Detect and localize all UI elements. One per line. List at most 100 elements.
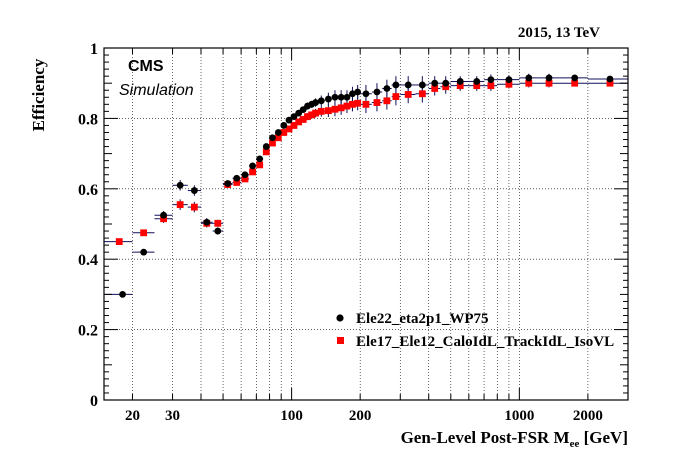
data-point-square — [324, 107, 332, 115]
data-point-square — [456, 82, 464, 90]
data-point-circle — [404, 81, 412, 89]
data-point-circle — [545, 74, 553, 82]
data-point-square — [362, 100, 370, 108]
data-point-circle — [362, 90, 370, 98]
data-point-square — [343, 102, 351, 110]
data-point-circle — [487, 76, 495, 84]
data-point-square — [317, 107, 325, 115]
data-point-square — [214, 219, 222, 227]
data-point-square — [308, 111, 316, 119]
x-tick-label: 1000 — [504, 408, 534, 424]
data-point-square — [233, 179, 241, 186]
grid-lines — [104, 48, 629, 400]
data-point-square — [337, 104, 345, 112]
data-point-circle — [354, 88, 362, 96]
data-point-square — [256, 161, 264, 169]
x-axis-label: Gen-Level Post-FSR Mee [GeV] — [401, 428, 628, 450]
y-axis-label: Efficiency — [29, 58, 48, 131]
data-point-square — [299, 116, 307, 123]
data-point-circle — [337, 93, 345, 101]
legend-marker-ele17 — [337, 337, 344, 344]
data-point-square — [269, 139, 276, 147]
data-point-circle — [119, 291, 126, 298]
y-tick-label: 0.8 — [78, 111, 98, 128]
data-point-square — [249, 168, 257, 176]
data-point-square — [262, 148, 270, 156]
data-markers — [115, 74, 614, 298]
data-point-square — [140, 229, 148, 237]
data-point-square — [373, 99, 381, 106]
data-point-circle — [274, 129, 282, 136]
data-point-square — [505, 80, 513, 88]
x-axis-label-main: Gen-Level Post-FSR M — [401, 428, 570, 447]
data-point-circle — [256, 155, 264, 163]
data-point-square — [431, 85, 439, 92]
data-point-square — [418, 90, 426, 98]
axis-ticks — [104, 47, 629, 401]
data-point-square — [349, 100, 356, 108]
data-point-square — [290, 122, 298, 129]
data-point-circle — [392, 81, 400, 89]
data-point-square — [274, 134, 282, 142]
data-point-circle — [349, 90, 356, 98]
x-axis-label-unit: [GeV] — [579, 428, 628, 447]
data-point-circle — [418, 81, 426, 89]
data-point-circle — [249, 162, 257, 170]
x-tick-label: 30 — [165, 408, 180, 424]
data-point-circle — [269, 134, 276, 142]
header-right-label: 2015, 13 TeV — [518, 25, 600, 41]
axis-tick-labels: 20 30 100 200 1000 2000 0 0.2 0.4 0.6 0.8 1 — [78, 41, 603, 424]
cms-label: CMS — [128, 58, 164, 75]
data-point-square — [312, 109, 319, 117]
data-point-circle — [176, 181, 184, 189]
data-point-circle — [331, 93, 339, 101]
data-point-circle — [233, 174, 241, 182]
data-point-circle — [290, 113, 298, 121]
data-point-square — [545, 79, 553, 87]
data-point-circle — [525, 74, 533, 82]
data-point-circle — [214, 227, 222, 235]
data-point-circle — [343, 93, 351, 101]
data-point-square — [487, 82, 495, 90]
data-point-circle — [442, 79, 450, 87]
data-point-square — [176, 201, 184, 209]
data-point-circle — [190, 187, 198, 194]
data-point-circle — [431, 79, 439, 87]
data-point-circle — [160, 211, 167, 219]
x-axis-label-subscript: ee — [570, 438, 580, 450]
y-tick-label: 0 — [90, 393, 98, 410]
y-tick-label: 0.6 — [78, 182, 98, 199]
x-tick-label: 200 — [349, 408, 372, 424]
x-tick-label: 2000 — [573, 408, 603, 424]
data-point-circle — [473, 78, 481, 85]
data-point-circle — [262, 143, 270, 150]
data-point-circle — [505, 76, 513, 84]
data-point-circle — [324, 95, 332, 103]
data-point-circle — [606, 75, 614, 83]
data-point-circle — [456, 78, 464, 85]
y-tick-label: 0.2 — [78, 323, 98, 340]
data-point-circle — [383, 85, 391, 92]
data-point-square — [304, 113, 311, 121]
simulation-label: Simulation — [119, 82, 194, 99]
data-point-circle — [241, 171, 249, 179]
data-point-square — [295, 118, 303, 126]
data-point-square — [525, 79, 533, 87]
data-point-square — [241, 175, 249, 183]
legend-marker-ele22 — [336, 314, 344, 322]
data-point-square — [442, 83, 450, 91]
data-point-square — [354, 99, 362, 107]
data-point-square — [571, 79, 579, 87]
legend: Ele22_eta2p1_WP75 Ele17_Ele12_CaloIdL_Tr… — [336, 311, 614, 350]
data-point-square — [160, 215, 167, 223]
x-tick-label: 100 — [280, 408, 303, 424]
data-point-square — [280, 129, 288, 136]
data-point-square — [331, 105, 339, 113]
x-tick-label: 20 — [125, 408, 140, 424]
legend-label-ele22: Ele22_eta2p1_WP75 — [356, 311, 489, 327]
data-point-circle — [224, 180, 232, 187]
data-point-square — [606, 79, 614, 87]
data-point-square — [115, 238, 123, 245]
y-tick-label: 1 — [90, 41, 98, 58]
